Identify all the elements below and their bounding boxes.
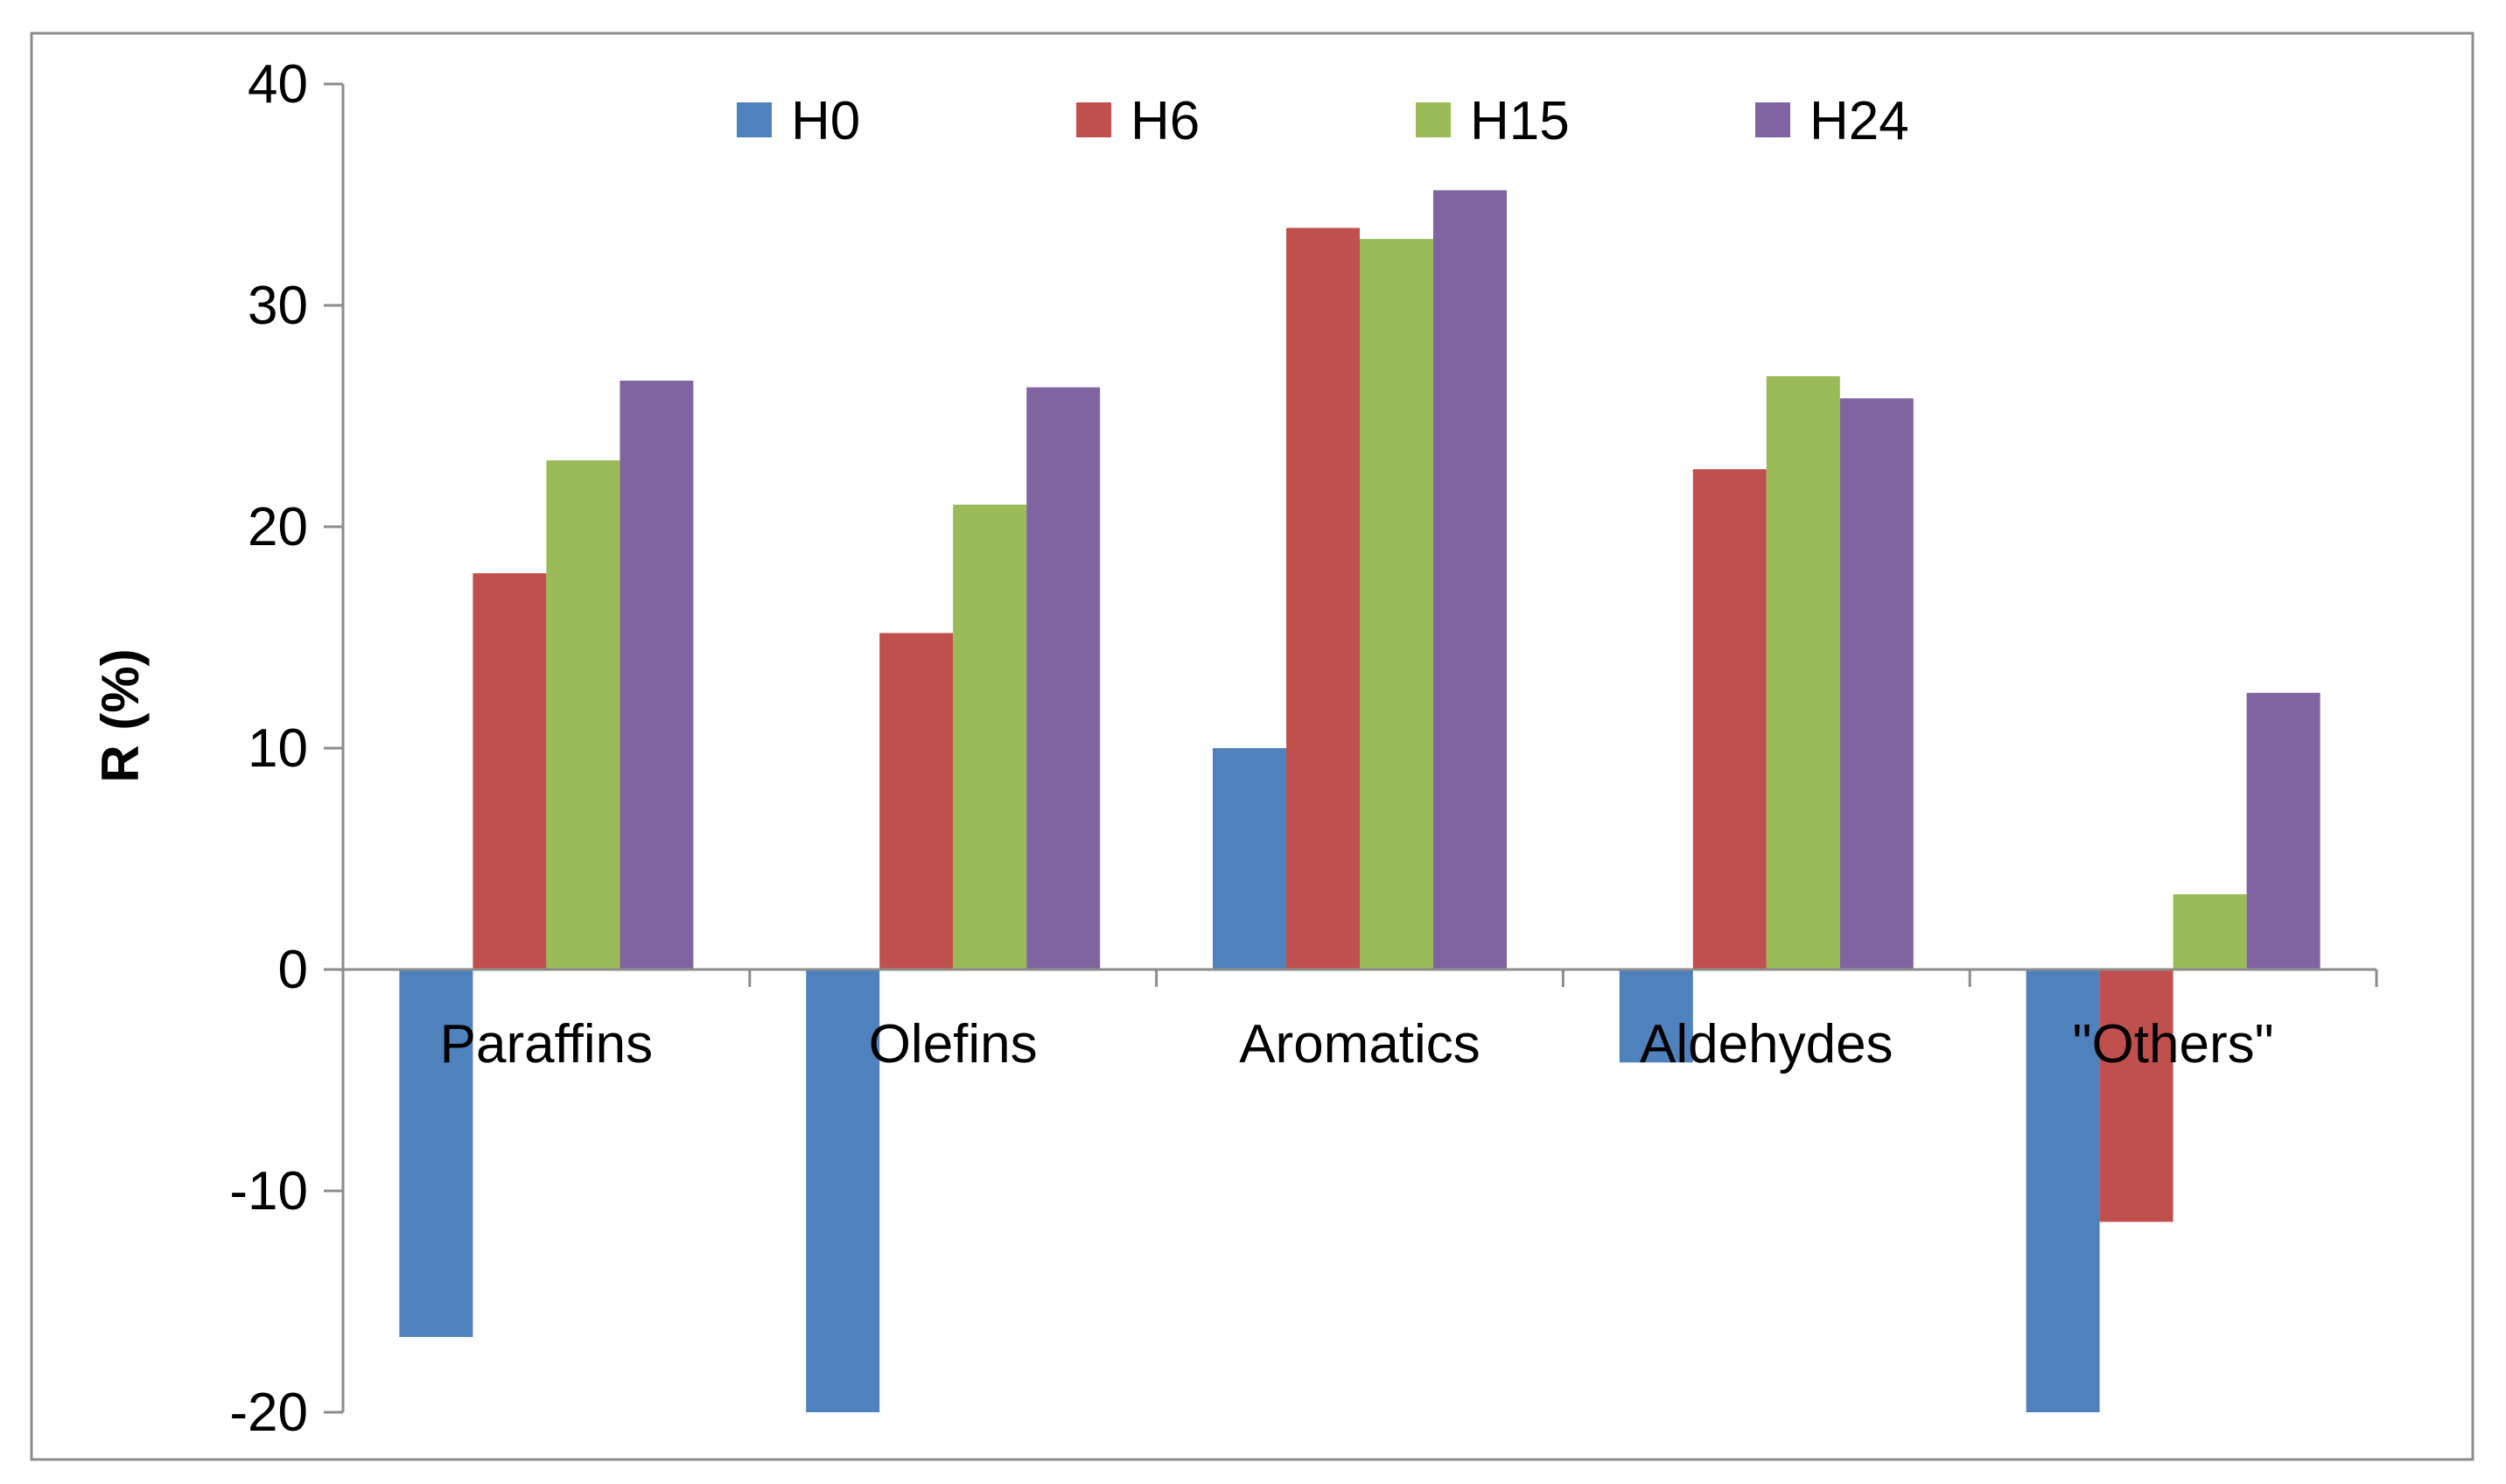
labels-layer: 40 30 20 10 0 -10 -20 Paraffins Olefins Aromatics… [229,54,2273,1443]
bar-h24-4 [1839,398,1914,970]
bar-h15-2 [953,504,1027,970]
legend-label-h15: H15 [1470,91,1570,151]
legend: H0 H6 H15 H24 [737,91,1909,151]
bar-h24-2 [1026,387,1101,970]
legend-swatch-h6 [1076,102,1111,137]
category-label: Paraffins [440,1014,654,1074]
bar-h6-4 [1692,469,1767,970]
y-tick-label: -10 [229,1161,308,1222]
legend-swatch-h15 [1416,102,1451,137]
bar-h0-2 [806,970,880,1412]
bar-h6-3 [1286,228,1360,970]
category-label: Aldehydes [1640,1014,1894,1074]
bar-h24-5 [2246,692,2320,970]
y-tick-label: 10 [248,718,308,779]
y-tick-label: 0 [278,940,308,1000]
bar-h15-1 [546,460,620,970]
bar-h0-3 [1213,748,1286,970]
bar-h15-3 [1360,239,1433,970]
bar-h6-1 [472,573,547,970]
y-tick-label: 20 [248,497,308,557]
legend-label-h24: H24 [1810,91,1909,151]
bar-h0-5 [2026,970,2100,1412]
bar-h24-3 [1433,190,1507,970]
bar-h24-1 [620,381,694,970]
category-label: "Others" [2073,1014,2274,1074]
bar-h15-5 [2173,893,2247,970]
legend-label-h6: H6 [1130,91,1200,151]
legend-swatch-h24 [1755,102,1790,137]
bars-layer [399,190,2320,1412]
legend-label-h0: H0 [791,91,860,151]
category-label: Olefins [869,1014,1038,1074]
category-label: Aromatics [1239,1014,1480,1074]
chart-border [30,32,2474,1461]
bar-h6-2 [879,633,954,970]
y-axis-title: R (%) [91,648,150,782]
y-tick-label: -20 [229,1382,308,1443]
y-tick-label: 40 [248,54,308,115]
axes-layer [324,82,2378,1414]
bar-h0-1 [399,970,473,1337]
legend-swatch-h0 [737,102,772,137]
bar-h6-5 [2099,970,2174,1222]
y-tick-label: 30 [248,276,308,336]
bar-h15-4 [1766,375,1840,970]
bar-h0-4 [1619,970,1693,1063]
